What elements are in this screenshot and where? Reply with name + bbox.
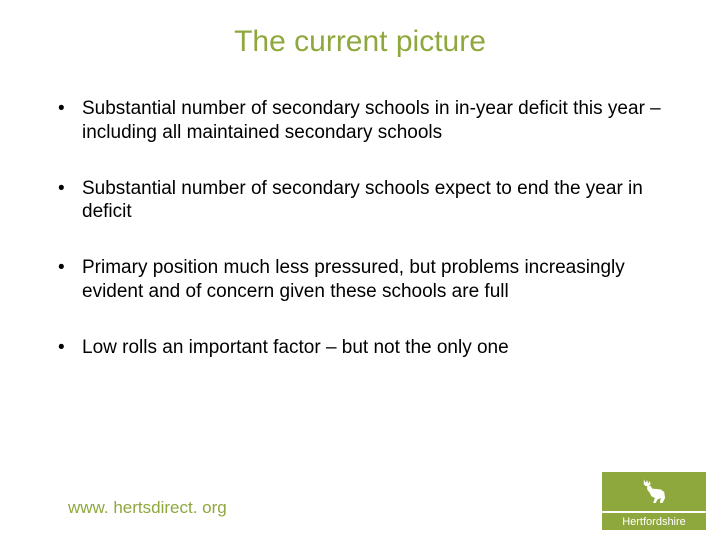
slide: The current picture Substantial number o… — [0, 0, 720, 540]
bullet-list: Substantial number of secondary schools … — [50, 97, 670, 359]
list-item: Substantial number of secondary schools … — [58, 177, 670, 225]
page-title: The current picture — [50, 25, 670, 59]
list-item: Substantial number of secondary schools … — [58, 97, 670, 145]
logo-label: Hertfordshire — [602, 511, 706, 530]
logo-icon-area — [602, 472, 706, 511]
footer-url: www. hertsdirect. org — [68, 498, 227, 518]
logo: Hertfordshire — [602, 472, 706, 530]
list-item: Low rolls an important factor – but not … — [58, 336, 670, 360]
deer-icon — [637, 477, 671, 507]
list-item: Primary position much less pressured, bu… — [58, 256, 670, 304]
